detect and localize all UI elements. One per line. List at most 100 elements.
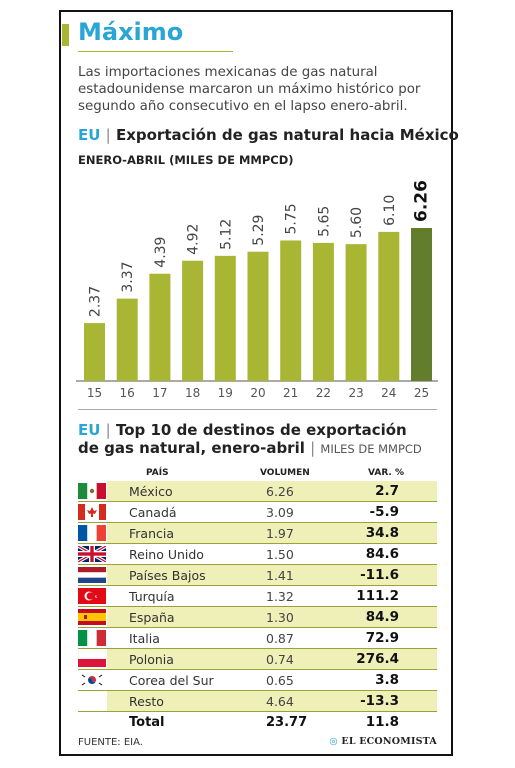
country-variation: 276.4 <box>356 651 399 667</box>
country-volume: 1.41 <box>266 568 294 583</box>
table-row: Resto 4.64 -13.3 <box>78 691 437 712</box>
country-variation: 2.7 <box>375 483 399 499</box>
country-variation: 84.9 <box>365 609 399 625</box>
table-row: Francia 1.97 34.8 <box>78 523 437 544</box>
country-name: México <box>129 484 173 499</box>
table-row: Reino Unido 1.50 84.6 <box>78 544 437 565</box>
country-name: Francia <box>129 526 175 541</box>
chart-heading: EU | Exportación de gas natural hacia Mé… <box>78 126 459 144</box>
country-name: Turquía <box>129 589 175 604</box>
country-volume: 3.09 <box>266 505 294 520</box>
brand-name: EL ECONOMISTA <box>341 736 437 747</box>
x-tick-label: 25 <box>414 386 429 400</box>
bar-value-label: 5.29 <box>251 215 267 246</box>
chart-heading-divider: | <box>105 126 111 144</box>
table-heading-tag: EU <box>78 421 101 439</box>
x-tick-label: 19 <box>218 386 233 400</box>
table-units: MILES DE MMPCD <box>320 442 422 456</box>
brand-logo: ◎ EL ECONOMISTA <box>329 736 437 747</box>
x-tick-label: 18 <box>185 386 200 400</box>
italy-flag-icon <box>78 630 106 646</box>
table-heading: EU | Top 10 de destinos de exportación d… <box>78 421 428 458</box>
table-row: Italia 0.87 72.9 <box>78 628 437 649</box>
brand-mark-icon: ◎ <box>329 736 338 747</box>
south-korea-flag-icon <box>78 672 106 688</box>
turkey-flag-icon <box>78 588 106 604</box>
table-units-divider: | <box>310 439 316 457</box>
country-volume: 1.97 <box>266 526 294 541</box>
country-variation: -5.9 <box>369 504 399 520</box>
country-volume: 1.50 <box>266 547 294 562</box>
canada-flag-icon <box>78 504 106 520</box>
country-variation: 111.2 <box>356 588 399 604</box>
country-variation: 84.6 <box>365 546 399 562</box>
bar-23 <box>345 244 367 381</box>
bar-22 <box>312 242 334 381</box>
uk-flag-icon <box>78 546 106 562</box>
column-header-var: VAR. % <box>368 468 404 478</box>
bar-value-label: 5.12 <box>218 219 234 250</box>
total-label: Total <box>129 715 165 730</box>
column-header-volume: VOLUMEN <box>260 468 310 478</box>
country-variation: -11.6 <box>360 567 399 583</box>
bar-15 <box>84 323 105 381</box>
table-row: Corea del Sur 0.65 3.8 <box>78 670 437 691</box>
country-volume: 0.74 <box>266 652 294 667</box>
country-variation: -13.3 <box>360 693 399 709</box>
bar-16 <box>116 298 138 381</box>
bar-25 <box>411 228 432 381</box>
destinations-table: México 6.26 2.7 Canadá 3.09 -5.9 Francia… <box>78 481 437 733</box>
bar-18 <box>182 260 204 381</box>
table-row: Canadá 3.09 -5.9 <box>78 502 437 523</box>
country-name: España <box>129 610 175 625</box>
country-variation: 3.8 <box>375 672 399 688</box>
bar-20 <box>247 251 269 381</box>
country-name: Países Bajos <box>129 568 206 583</box>
x-tick-label: 24 <box>381 386 396 400</box>
chart-subtitle: ENERO-ABRIL (MILES DE MMPCD) <box>78 153 294 167</box>
x-tick-label: 15 <box>87 386 102 400</box>
table-row: México 6.26 2.7 <box>78 481 437 502</box>
country-name: Resto <box>129 694 164 709</box>
total-volume: 23.77 <box>266 715 308 730</box>
country-volume: 4.64 <box>266 694 294 709</box>
table-title: Top 10 de destinos de exportación de gas… <box>78 421 407 457</box>
france-flag-icon <box>78 525 106 541</box>
table-row: Turquía 1.32 111.2 <box>78 586 437 607</box>
country-volume: 1.32 <box>266 589 294 604</box>
bar-24 <box>378 231 400 381</box>
bar-19 <box>214 255 236 381</box>
title-accent-bar <box>62 24 69 46</box>
bar-value-label: 2.37 <box>88 286 104 317</box>
x-tick-label: 16 <box>120 386 135 400</box>
country-name: Corea del Sur <box>129 673 214 688</box>
table-row: Polonia 0.74 276.4 <box>78 649 437 670</box>
title-underline <box>78 51 233 52</box>
country-volume: 6.26 <box>266 484 294 499</box>
section-divider <box>78 409 437 410</box>
chart-heading-tag: EU <box>78 126 101 144</box>
source-note: FUENTE: EIA. <box>78 737 143 748</box>
country-volume: 0.87 <box>266 631 294 646</box>
bar-value-label: 4.39 <box>153 237 169 268</box>
bar-value-label: 5.75 <box>284 203 300 234</box>
country-variation: 34.8 <box>365 525 399 541</box>
bar-value-label: 5.60 <box>349 207 365 238</box>
country-variation: 72.9 <box>365 630 399 646</box>
bar-21 <box>280 240 302 381</box>
country-name: Italia <box>129 631 160 646</box>
table-total-row: Total 23.77 11.8 <box>78 712 437 733</box>
country-volume: 0.65 <box>266 673 294 688</box>
x-tick-label: 20 <box>250 386 265 400</box>
bar-chart: 2.37 15 3.37 16 4.39 17 4.92 18 5.12 19 5.29 20 5.75… <box>76 180 438 400</box>
bar-17 <box>149 273 171 381</box>
mexico-flag-icon <box>78 483 106 499</box>
table-heading-divider: | <box>105 421 111 439</box>
bar-value-label: 3.37 <box>120 261 136 292</box>
netherlands-flag-icon <box>78 567 106 583</box>
table-row: España 1.30 84.9 <box>78 607 437 628</box>
spain-flag-icon <box>78 609 106 625</box>
x-tick-label: 23 <box>348 386 363 400</box>
poland-flag-icon <box>78 651 106 667</box>
total-variation: 11.8 <box>365 714 399 730</box>
